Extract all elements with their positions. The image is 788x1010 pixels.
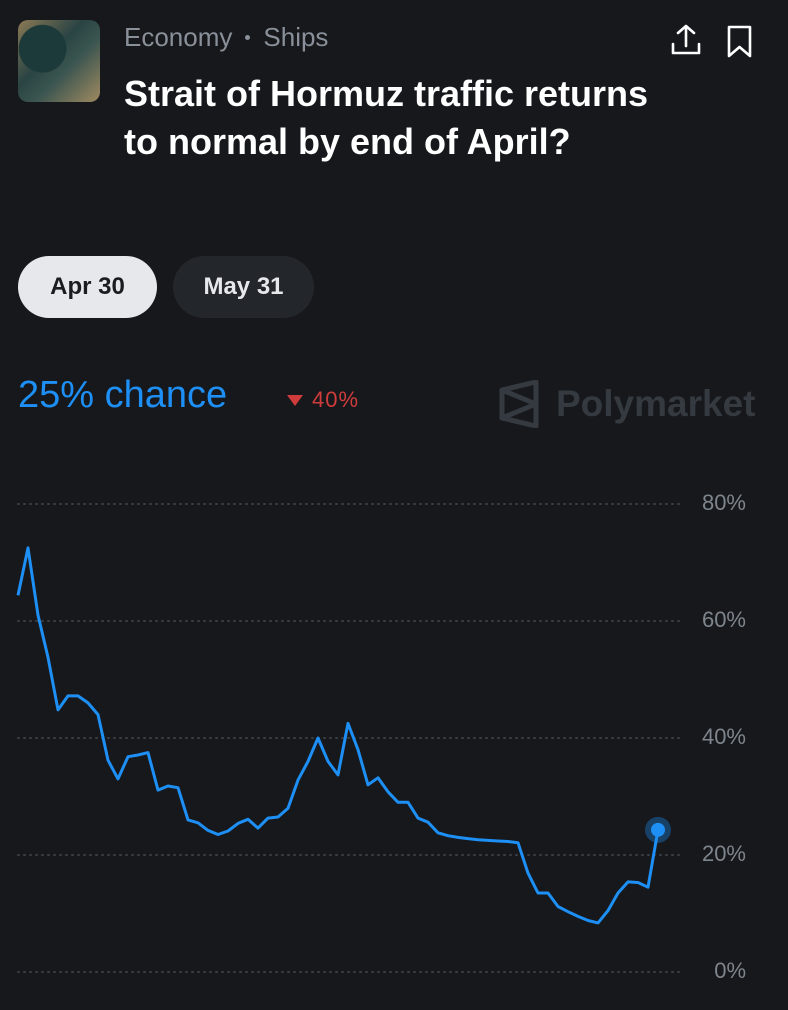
category-link[interactable]: Ships bbox=[263, 22, 329, 52]
separator bbox=[245, 35, 251, 40]
y-tick-label: 0% bbox=[714, 958, 746, 983]
category-link[interactable]: Economy bbox=[124, 22, 233, 52]
price-line bbox=[16, 546, 660, 925]
change-indicator: 40% bbox=[286, 387, 359, 413]
market-title: Strait of Hormuz traffic returns to norm… bbox=[124, 73, 649, 162]
share-button[interactable] bbox=[671, 24, 701, 55]
date-tab[interactable]: Apr 30 bbox=[18, 256, 157, 318]
y-tick-label: 60% bbox=[702, 607, 746, 632]
price-chart: 0% 20% 40% 60% 80% bbox=[16, 490, 746, 983]
bookmark-button[interactable] bbox=[727, 25, 752, 58]
market-thumbnail bbox=[18, 20, 100, 102]
action-icons bbox=[671, 24, 752, 58]
y-tick-label: 80% bbox=[702, 490, 746, 515]
brand-icon bbox=[499, 380, 539, 428]
down-triangle bbox=[287, 395, 303, 406]
change-value: 40% bbox=[312, 387, 360, 412]
chance-headline: 25% chance bbox=[18, 374, 228, 416]
y-tick-label: 40% bbox=[702, 724, 746, 749]
end-point bbox=[651, 822, 665, 837]
breadcrumbs: Economy Ships bbox=[124, 22, 328, 53]
brand-logo: Polymarket bbox=[498, 380, 756, 428]
brand-name: Polymarket bbox=[556, 383, 756, 424]
y-tick-label: 20% bbox=[702, 841, 746, 866]
date-tab[interactable]: May 31 bbox=[173, 256, 314, 318]
